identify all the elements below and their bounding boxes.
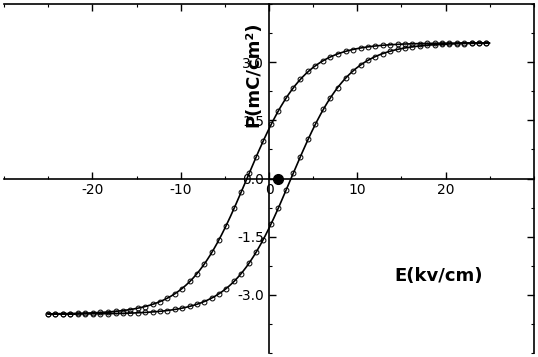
Text: E(kv/cm): E(kv/cm) <box>394 267 483 285</box>
Text: P(mC/cm²): P(mC/cm²) <box>244 21 262 127</box>
